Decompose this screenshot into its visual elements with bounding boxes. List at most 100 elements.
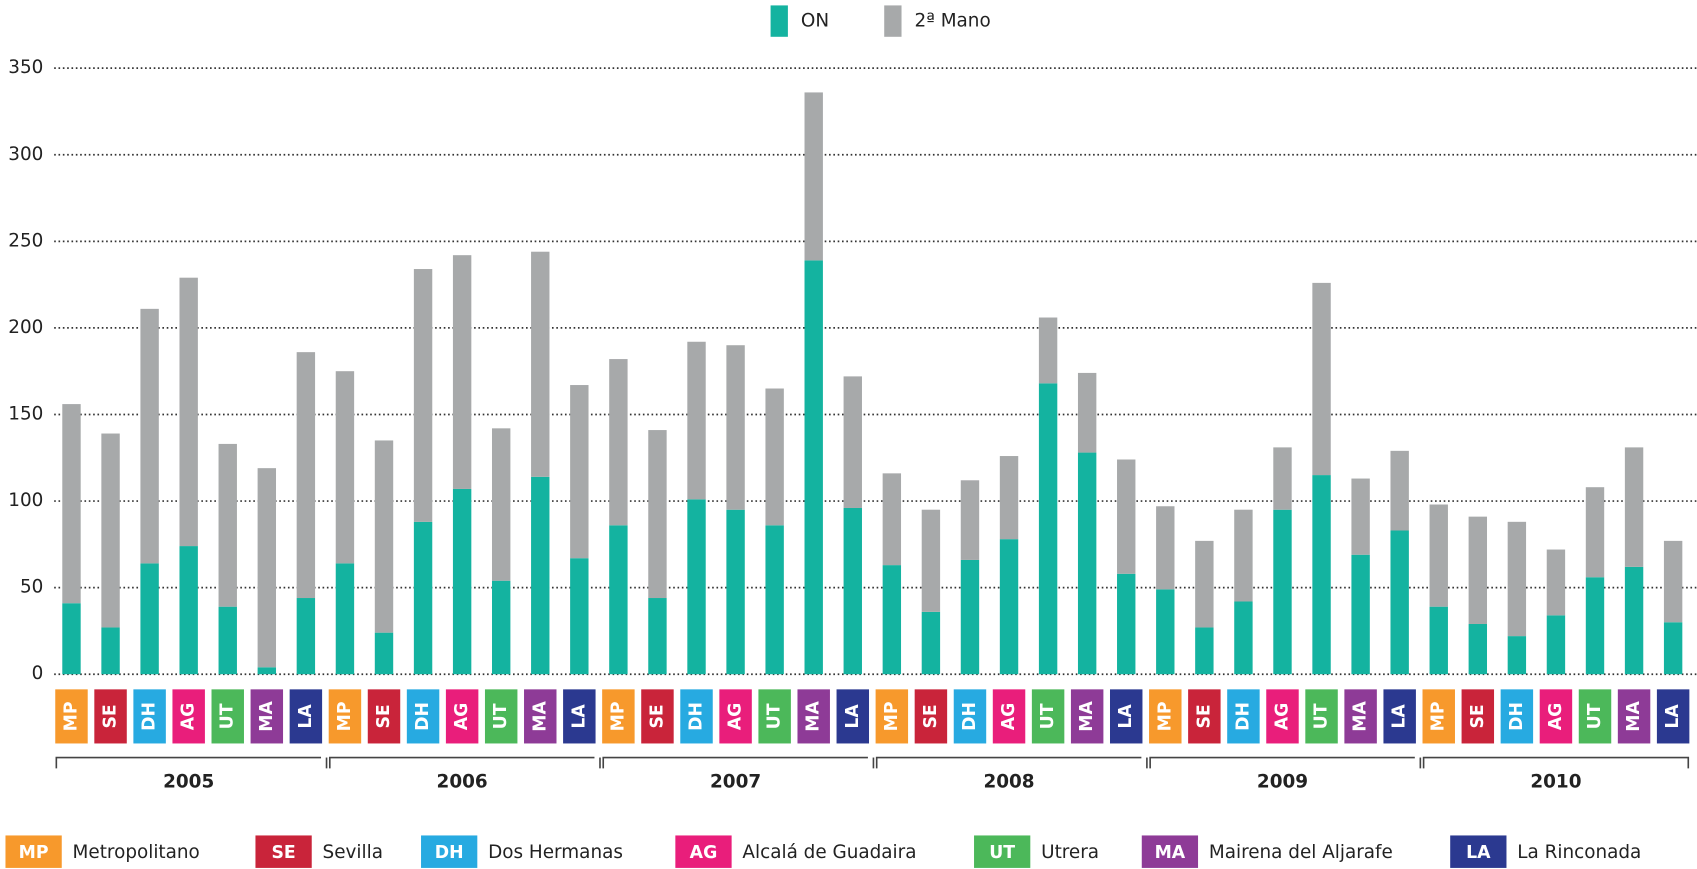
- group-label: 2010: [1530, 771, 1581, 792]
- bar-segment: [1468, 623, 1488, 675]
- x-tick-label: MP: [1155, 701, 1175, 731]
- region-code: MP: [19, 843, 49, 863]
- x-tick-label: UT: [491, 703, 511, 729]
- category-tile: [992, 689, 1026, 744]
- category-tile: [758, 689, 791, 744]
- bar-segment: [1546, 615, 1566, 675]
- bar-segment: [374, 632, 394, 675]
- y-tick-label: 300: [8, 144, 43, 165]
- x-tick-label: MA: [257, 701, 277, 732]
- bar-segment: [1429, 504, 1448, 607]
- x-tick-label: UT: [1585, 703, 1605, 729]
- category-tile: [133, 689, 166, 744]
- bar-segment: [1663, 540, 1683, 623]
- bar-segment: [999, 456, 1019, 540]
- group-bracket: [1422, 756, 1690, 769]
- category-tile: [914, 689, 948, 744]
- bar-segment: [609, 359, 628, 526]
- category-tile: [1070, 689, 1104, 744]
- category-tile: [445, 689, 479, 744]
- x-tick-label: AG: [726, 703, 746, 731]
- category-tile: [328, 689, 362, 744]
- region-name: Metropolitano: [73, 842, 200, 863]
- bar-segment: [1273, 509, 1292, 675]
- legend-swatch: [884, 5, 902, 37]
- category-tile: [797, 689, 830, 744]
- x-tick-label: MP: [61, 701, 81, 731]
- bar-segment: [882, 473, 902, 566]
- category-tile: [406, 689, 440, 744]
- category-tile: [484, 689, 518, 744]
- group-label: 2008: [983, 771, 1034, 792]
- bar-segment: [335, 563, 355, 675]
- bar-segment: [609, 525, 628, 675]
- region-code: MA: [1155, 843, 1186, 863]
- category-tile: [602, 689, 635, 744]
- x-tick-label: UT: [1038, 703, 1058, 729]
- bar-segment: [1468, 516, 1488, 624]
- category-tile: [55, 689, 88, 744]
- x-tick-label: SE: [921, 704, 941, 728]
- x-tick-label: SE: [647, 704, 667, 728]
- region-name: Mairena del Aljarafe: [1209, 842, 1393, 863]
- legend-label: ON: [801, 11, 829, 32]
- category-tile: [836, 689, 870, 744]
- region-swatch: [421, 835, 478, 868]
- bar-segment: [1156, 589, 1175, 675]
- region-code: AG: [690, 843, 718, 863]
- category-tile: [1149, 689, 1182, 744]
- bar-segment: [804, 260, 823, 675]
- bar-segment: [570, 558, 589, 675]
- bar-segment: [101, 433, 120, 628]
- region-code: LA: [1466, 843, 1491, 863]
- category-tile: [1422, 689, 1455, 744]
- bar-segment: [1117, 459, 1136, 574]
- bar-segment: [1234, 601, 1253, 675]
- x-tick-label: DH: [1507, 702, 1527, 731]
- bar-segment: [882, 565, 902, 675]
- x-tick-label: MA: [1077, 701, 1097, 732]
- bar-segment: [1663, 622, 1683, 675]
- region-swatch: [974, 835, 1031, 868]
- x-tick-label: SE: [374, 704, 394, 728]
- group-bracket: [875, 756, 1142, 769]
- x-tick-label: DH: [687, 702, 707, 731]
- bar-segment: [531, 476, 550, 675]
- region-swatch: [675, 835, 732, 868]
- category-tile: [875, 689, 909, 744]
- x-tick-label: AG: [452, 703, 472, 731]
- category-tile: [1227, 689, 1260, 744]
- category-tile: [1578, 689, 1612, 744]
- bar-segment: [62, 603, 81, 675]
- bar-segment: [1429, 606, 1448, 675]
- y-tick-label: 250: [8, 230, 43, 251]
- bar-segment: [1038, 317, 1058, 384]
- bar-segment: [1117, 573, 1136, 675]
- bar-segment: [413, 521, 433, 675]
- bar-segment: [843, 376, 862, 508]
- bar-segment: [648, 430, 667, 599]
- bar-segment: [296, 352, 316, 599]
- category-tile: [1188, 689, 1221, 744]
- bar-segment: [1195, 627, 1214, 675]
- bar-segment: [960, 559, 980, 675]
- x-tick-label: DH: [1233, 702, 1253, 731]
- x-tick-label: LA: [1116, 704, 1136, 729]
- category-tile: [563, 689, 596, 744]
- y-tick-label: 200: [8, 317, 43, 338]
- bar-segment: [374, 440, 394, 633]
- region-name: Sevilla: [323, 842, 383, 863]
- category-tile: [1617, 689, 1651, 744]
- group-label: 2005: [163, 771, 214, 792]
- bar-segment: [1390, 530, 1409, 675]
- category-tile: [1031, 689, 1065, 744]
- bar-segment: [843, 507, 862, 675]
- bar-segment: [726, 509, 745, 675]
- x-tick-label: UT: [1312, 703, 1332, 729]
- category-tile: [172, 689, 205, 744]
- x-tick-label: MA: [1351, 701, 1371, 732]
- bar-segment: [1390, 450, 1409, 531]
- bar-segment: [570, 385, 589, 559]
- category-tile: [641, 689, 674, 744]
- x-tick-label: MA: [530, 701, 550, 732]
